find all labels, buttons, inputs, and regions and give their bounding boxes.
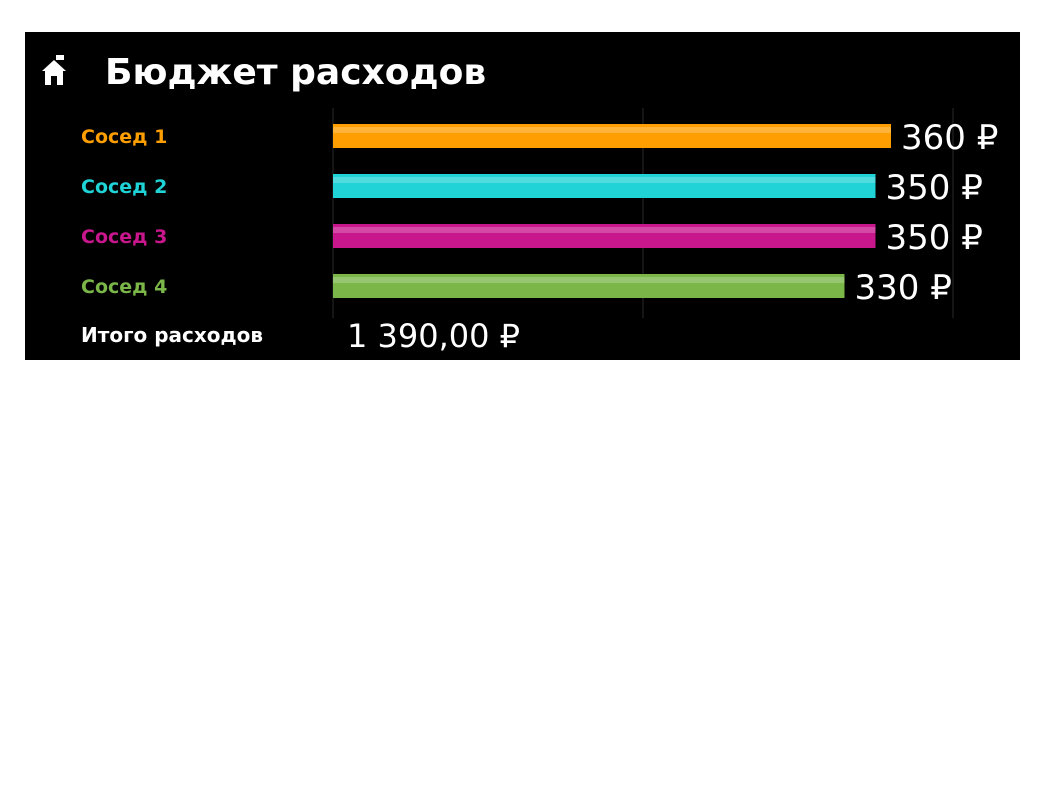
value-label: 360 ₽ — [901, 118, 998, 158]
value-label: 350 ₽ — [886, 218, 983, 258]
value-label: 330 ₽ — [855, 268, 952, 308]
bar-highlight — [333, 177, 876, 183]
value-label: 350 ₽ — [886, 168, 983, 208]
category-label: Сосед 3 — [81, 226, 167, 248]
bar-highlight — [333, 127, 891, 133]
bar-highlight — [333, 227, 876, 233]
bar-highlight — [333, 277, 845, 283]
chart-title: Бюджет расходов — [105, 52, 487, 93]
bar — [333, 274, 845, 298]
budget-panel: Бюджет расходов Сосед 1 360 ₽ Сосед 2 350 ₽… — [25, 32, 1020, 360]
total-label: Итого расходов — [81, 323, 264, 347]
category-label: Сосед 2 — [81, 176, 167, 198]
category-label: Сосед 1 — [81, 126, 167, 148]
bar-chart: Сосед 1 360 ₽ Сосед 2 350 ₽ Сосед 3 350 ₽ Сосе… — [81, 108, 998, 318]
bar — [333, 124, 891, 148]
category-label: Сосед 4 — [81, 276, 167, 298]
total-value: 1 390,00 ₽ — [347, 317, 521, 355]
house-icon — [42, 55, 66, 85]
bar — [333, 174, 876, 198]
bar — [333, 224, 876, 248]
